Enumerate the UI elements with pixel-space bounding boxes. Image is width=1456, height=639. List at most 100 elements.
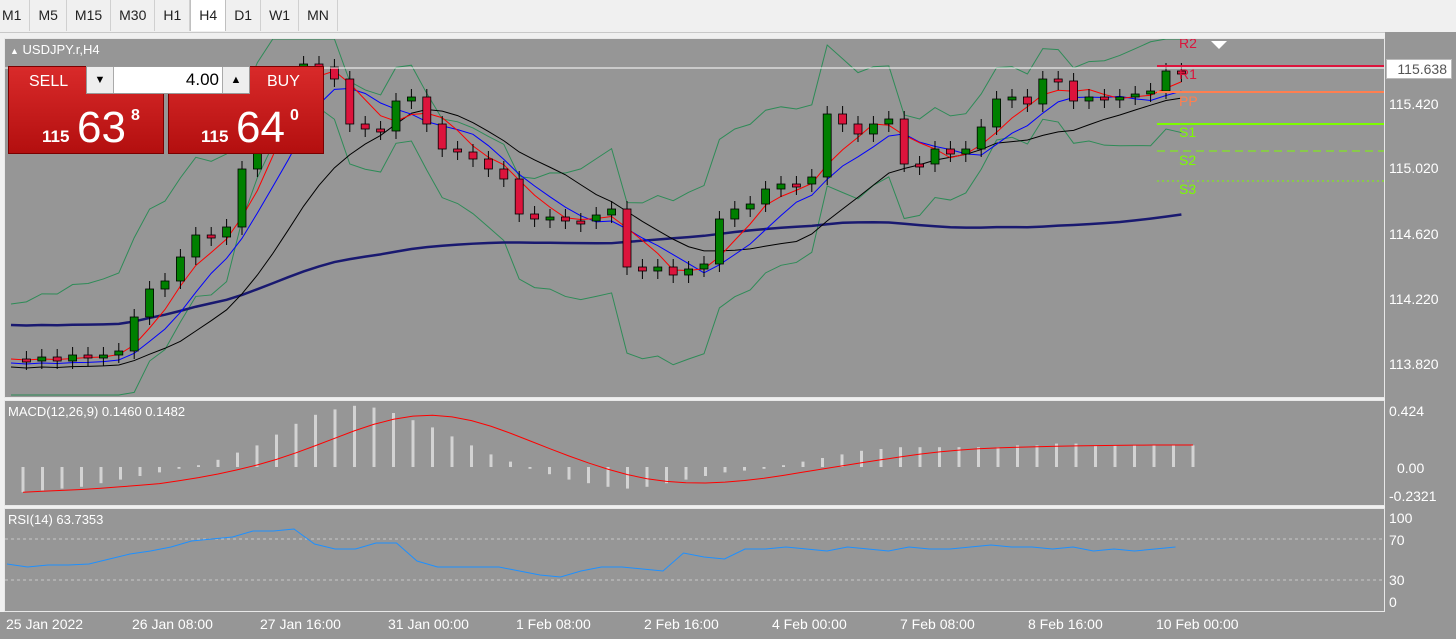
time-axis[interactable]	[0, 612, 1456, 639]
macd-pane[interactable]	[4, 400, 1385, 506]
time-tick: 10 Feb 00:00	[1156, 616, 1239, 632]
pivot-label: S2	[1179, 152, 1196, 168]
candle-body	[915, 163, 924, 168]
candle-body	[21, 358, 31, 363]
timeframe-d1[interactable]: D1	[226, 0, 262, 31]
candle-body	[653, 266, 663, 272]
pivot-label: R2	[1179, 39, 1197, 51]
candle-body	[468, 151, 478, 160]
candle-body	[838, 113, 847, 125]
chart-shift-marker-icon	[1211, 41, 1227, 49]
buy-label: BUY	[267, 73, 300, 90]
trend-moving-average	[10, 213, 1182, 327]
candle-body	[884, 118, 894, 125]
candle-body	[145, 288, 155, 318]
rsi-chart	[5, 528, 1384, 581]
macd-title: MACD(12,26,9) 0.1460 0.1482	[8, 404, 186, 419]
rsi-tick: 70	[1389, 532, 1405, 548]
price-tick: 113.820	[1389, 356, 1439, 372]
candle-body	[930, 148, 940, 165]
candle-body	[946, 148, 955, 155]
timeframe-m30[interactable]: M30	[111, 0, 156, 31]
lot-decrease-icon[interactable]: ▼	[87, 67, 114, 93]
time-tick: 1 Feb 08:00	[516, 616, 591, 632]
price-tick: 114.220	[1389, 291, 1439, 307]
pivot-label: S1	[1179, 124, 1196, 140]
macd-chart	[21, 405, 1195, 493]
time-tick: 26 Jan 08:00	[132, 616, 213, 632]
lot-size-value[interactable]: 4.00	[185, 70, 219, 89]
symbol-label: USDJPY.r,H4	[22, 42, 100, 57]
candle-body	[638, 266, 647, 272]
candle-body	[222, 226, 232, 238]
candle-body	[684, 268, 693, 276]
timeframe-m5[interactable]: M5	[30, 0, 67, 31]
timeframe-w1[interactable]: W1	[261, 0, 300, 31]
rsi-pane[interactable]	[4, 508, 1385, 612]
candle-body	[622, 208, 632, 268]
price-tick: 114.620	[1389, 226, 1439, 242]
candle-body	[129, 316, 139, 352]
price-tick: 115.020	[1389, 160, 1439, 176]
timeframe-mn[interactable]: MN	[299, 0, 338, 31]
candle-body	[899, 118, 909, 165]
candle-body	[175, 256, 185, 282]
candle-body	[1100, 96, 1109, 101]
sell-label: SELL	[29, 73, 69, 90]
bollinger-upper-band	[10, 39, 1182, 305]
candle-body	[499, 168, 509, 180]
candle-body	[853, 123, 863, 135]
candle-body	[1007, 96, 1017, 101]
timeframe-m15[interactable]: M15	[67, 0, 112, 31]
candle-body	[514, 178, 524, 215]
rsi-tick: 30	[1389, 572, 1405, 588]
candle-body	[437, 123, 447, 150]
candle-body	[591, 214, 601, 222]
timeframe-h1[interactable]: H1	[155, 0, 191, 31]
candle-body	[1069, 80, 1078, 102]
macd-tick: 0.424	[1389, 403, 1425, 419]
rsi-title: RSI(14) 63.7353	[8, 512, 104, 527]
slow-moving-average	[10, 97, 1182, 369]
current-price-label: 115.638	[1386, 59, 1452, 79]
candle-body	[360, 123, 370, 130]
candle-body	[1115, 96, 1125, 101]
chart-symbol-title: ▲ USDJPY.r,H4	[10, 42, 100, 57]
candle-body	[668, 266, 678, 276]
rsi-tick: 0	[1389, 594, 1397, 610]
price-scale[interactable]	[1385, 32, 1456, 616]
candle-body	[1130, 93, 1140, 98]
candle-body	[206, 234, 216, 239]
candle-body	[114, 350, 124, 356]
lot-increase-icon[interactable]: ▲	[222, 67, 249, 93]
candle-body	[1146, 90, 1155, 95]
candle-body	[961, 148, 971, 155]
candle-body	[83, 354, 93, 359]
candle-body	[530, 213, 539, 220]
collapse-triangle-icon[interactable]: ▲	[10, 46, 19, 56]
pivot-label: PP	[1179, 93, 1198, 109]
candle-body	[237, 168, 247, 228]
candle-body	[99, 354, 108, 359]
candle-body	[68, 354, 77, 362]
candle-body	[607, 208, 616, 216]
candle-body	[1053, 78, 1063, 83]
timeframe-m1[interactable]: M1	[0, 0, 31, 31]
candle-body	[807, 176, 817, 185]
lot-size-field[interactable]: ▼ 4.00 ▲	[86, 66, 250, 94]
sell-price-prefix: 115	[42, 127, 70, 146]
candle-body	[576, 220, 586, 225]
timeframe-h4[interactable]: H4	[190, 0, 227, 31]
candle-body	[715, 218, 724, 265]
buy-price-sup: 0	[290, 107, 299, 124]
time-tick: 31 Jan 00:00	[388, 616, 469, 632]
bollinger-lower-band	[11, 105, 1182, 396]
sell-price-big: 63	[77, 103, 126, 152]
candle-body	[792, 183, 801, 188]
candle-body	[699, 263, 709, 270]
buy-price-prefix: 115	[201, 127, 229, 146]
candle-body	[761, 188, 770, 205]
candle-body	[422, 96, 432, 125]
timeframe-toolbar: M1 M5 M15 M30 H1 H4 D1 W1 MN	[0, 0, 1456, 33]
candle-body	[745, 203, 755, 210]
